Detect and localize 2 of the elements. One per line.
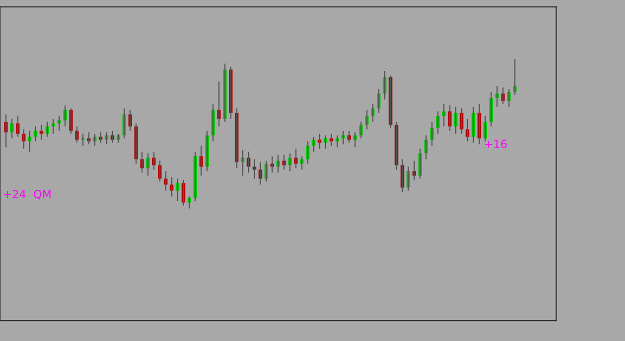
annotation: +16 xyxy=(485,140,507,148)
annotation: +24 QM xyxy=(4,190,51,200)
